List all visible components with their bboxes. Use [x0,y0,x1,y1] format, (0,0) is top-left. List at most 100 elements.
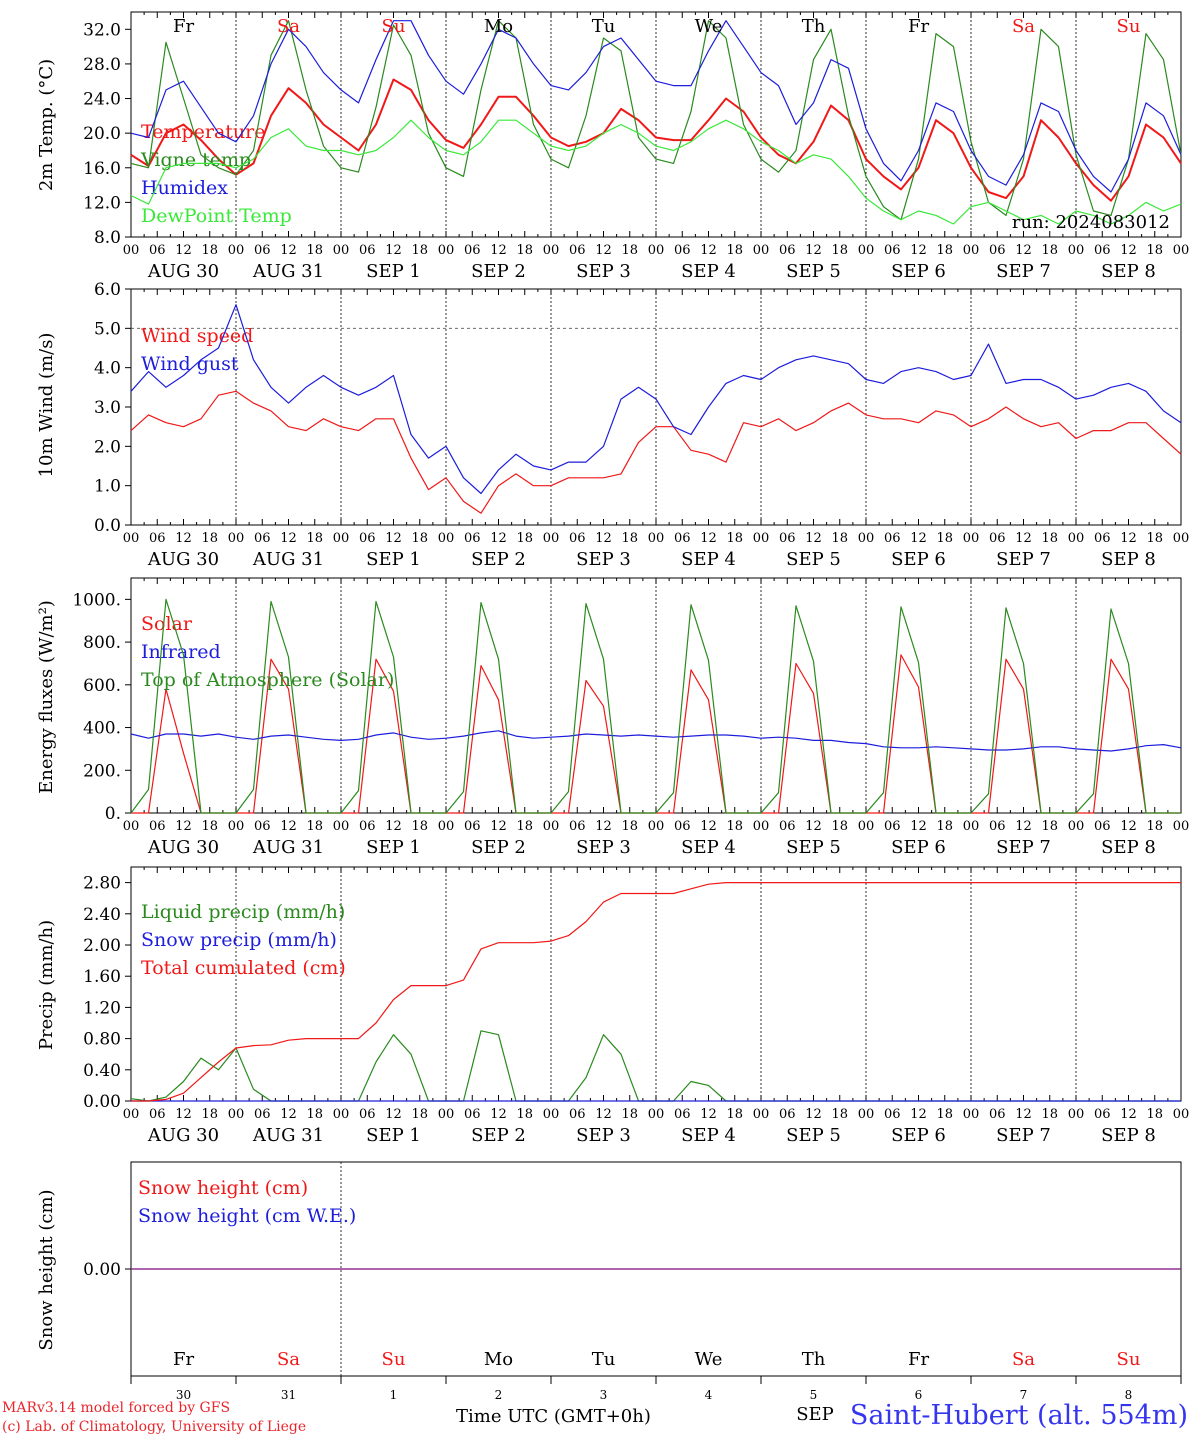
day-number: 31 [281,1388,296,1402]
hour-tick-label: 18 [726,819,743,834]
legend-entry: Snow height (cm W.E.) [138,1205,356,1227]
hour-tick-label: 18 [516,1107,533,1122]
hour-tick-label: 12 [385,243,402,258]
legend-entry: Humidex [141,177,228,199]
hour-tick-label: 06 [254,243,271,258]
series-line-0-3 [130,119,1182,225]
y-tick-label: 12.0 [83,193,121,213]
hour-tick-label: 12 [910,531,927,546]
y-tick-label: 600. [83,676,121,696]
hour-tick-label: 18 [936,1107,953,1122]
weekday-top: Su [1117,16,1141,37]
date-label: SEP 7 [996,837,1051,858]
date-label: SEP 5 [786,261,841,282]
date-label: SEP 3 [576,549,631,570]
hour-tick-label: 00 [1068,819,1085,834]
y-tick-label: 1000. [72,590,121,610]
y-tick-label: 3.0 [94,398,121,418]
hour-tick-label: 12 [1120,1107,1137,1122]
weekday-top: Fr [908,16,929,37]
hour-tick-label: 18 [201,819,218,834]
hour-tick-label: 12 [385,819,402,834]
weekday-bottom: Su [1117,1349,1141,1370]
hour-tick-label: 12 [1015,531,1032,546]
hour-tick-label: 06 [464,243,481,258]
hour-tick-label: 12 [490,531,507,546]
day-number: 2 [495,1388,503,1402]
legend-entry: Wind gust [141,353,239,375]
hour-tick-label: 00 [333,819,350,834]
hour-tick-label: 12 [700,243,717,258]
weekday-top: We [695,16,723,37]
weekday-bottom: Sa [1012,1349,1035,1370]
hour-tick-label: 12 [175,531,192,546]
hour-tick-label: 06 [359,819,376,834]
weekday-top: Tu [592,16,616,37]
y-tick-label: 800. [83,633,121,653]
hour-tick-label: 00 [1068,1107,1085,1122]
hour-tick-label: 06 [464,531,481,546]
legend-entry: Snow height (cm) [138,1177,308,1199]
hour-tick-label: 12 [910,1107,927,1122]
hour-tick-label: 00 [543,819,560,834]
hour-tick-label: 12 [1015,243,1032,258]
legend-entry: Snow precip (mm/h) [141,929,337,951]
series-line-1-1 [130,304,1182,495]
hour-tick-label: 00 [438,531,455,546]
hour-tick-label: 12 [805,819,822,834]
hour-tick-label: 12 [1015,819,1032,834]
day-number: 4 [705,1388,713,1402]
y-tick-label: 0. [105,804,121,824]
hour-tick-label: 00 [228,1107,245,1122]
legend-entry: DewPoint Temp [141,205,292,227]
date-label: SEP 2 [471,837,526,858]
y-axis-label: Energy fluxes (W/m²) [36,600,57,794]
series-line-2-2 [130,598,1181,814]
day-number: 30 [176,1388,191,1402]
hour-tick-label: 18 [306,1107,323,1122]
hour-tick-label: 18 [726,1107,743,1122]
hour-tick-label: 06 [569,1107,586,1122]
y-tick-label: 200. [83,761,121,781]
date-label: AUG 31 [252,549,324,570]
hour-tick-label: 12 [280,243,297,258]
stray-month-label: SEP [796,1404,834,1425]
weekday-bottom: We [695,1349,723,1370]
hour-tick-label: 18 [621,1107,638,1122]
hour-tick-label: 06 [464,1107,481,1122]
hour-tick-label: 00 [1173,819,1190,834]
legend-entry: Wind speed [141,325,253,347]
hour-tick-label: 06 [149,1107,166,1122]
y-tick-label: 0.40 [83,1061,121,1081]
hour-tick-label: 12 [385,531,402,546]
weekday-top: Sa [1012,16,1035,37]
hour-tick-label: 00 [648,243,665,258]
hour-tick-label: 00 [123,243,140,258]
date-label: SEP 5 [786,837,841,858]
hour-tick-label: 18 [306,531,323,546]
hour-tick-label: 12 [700,1107,717,1122]
hour-tick-label: 00 [858,1107,875,1122]
hour-tick-label: 06 [779,531,796,546]
hour-tick-label: 00 [543,1107,560,1122]
series-line-1-0 [130,390,1182,514]
y-tick-label: 2.40 [83,905,121,925]
date-label: SEP 1 [366,261,421,282]
date-label: SEP 6 [891,1125,946,1146]
hour-tick-label: 00 [963,243,980,258]
day-number: 3 [600,1388,608,1402]
date-label: SEP 5 [786,549,841,570]
hour-tick-label: 18 [936,819,953,834]
hour-tick-label: 06 [359,531,376,546]
hour-tick-label: 06 [674,1107,691,1122]
weekday-top: Mo [484,16,513,37]
weekday-bottom: Sa [277,1349,300,1370]
day-number: 6 [915,1388,923,1402]
series-line-0-1 [130,20,1182,221]
date-label: SEP 8 [1101,549,1156,570]
y-tick-label: 1.0 [94,477,121,497]
hour-tick-label: 00 [648,1107,665,1122]
hour-tick-label: 00 [438,243,455,258]
hour-tick-label: 12 [1120,531,1137,546]
hour-tick-label: 18 [411,243,428,258]
